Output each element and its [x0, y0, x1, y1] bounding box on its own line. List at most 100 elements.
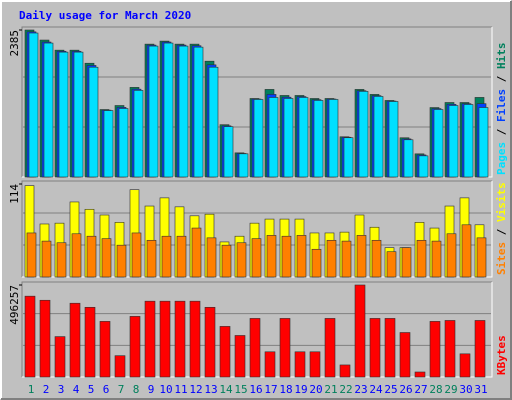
bar [238, 153, 249, 178]
y-tick-label: 496257 [8, 285, 21, 325]
bar [463, 104, 474, 178]
bar [39, 299, 51, 378]
x-tick-label: 14 [219, 383, 233, 396]
bar [253, 99, 264, 178]
bar [266, 235, 277, 278]
x-tick-label: 29 [444, 383, 457, 396]
bar [41, 240, 52, 278]
x-tick-label: 30 [459, 383, 472, 396]
x-tick-label: 24 [369, 383, 383, 396]
panel-edge [21, 281, 492, 377]
x-tick-label: 8 [133, 383, 140, 396]
bar [461, 224, 472, 278]
x-tick-label: 3 [58, 383, 65, 396]
bar [446, 233, 457, 278]
bar [236, 242, 247, 278]
bar [431, 240, 442, 278]
legend-separator: / [495, 69, 508, 89]
bar [283, 98, 294, 178]
bar [69, 302, 81, 378]
bar [264, 351, 276, 378]
bar [221, 244, 232, 278]
x-tick-label: 13 [204, 383, 217, 396]
bar [101, 238, 112, 278]
bar [341, 240, 352, 278]
bar [399, 332, 411, 378]
bar [118, 108, 129, 178]
legend-entry: Pages [495, 142, 508, 175]
bar [193, 46, 204, 178]
bar [206, 237, 217, 278]
bar [339, 364, 351, 378]
x-tick-label: 25 [384, 383, 397, 396]
bar [148, 45, 159, 178]
bar [146, 239, 157, 278]
legend-entry: Hits [495, 43, 508, 70]
bar [234, 335, 246, 378]
x-tick-label: 10 [159, 383, 172, 396]
legend: KBytes [495, 335, 508, 375]
legend: Sites / Visits [495, 182, 508, 275]
x-tick-label: 27 [414, 383, 427, 396]
bar [294, 351, 306, 378]
bar [354, 284, 366, 378]
bar [249, 318, 261, 378]
x-tick-label: 23 [354, 383, 367, 396]
bar [161, 235, 172, 278]
bar [313, 100, 324, 178]
bar [401, 247, 412, 278]
bar [311, 248, 322, 278]
bar [416, 239, 427, 278]
bar [444, 320, 456, 378]
bar [371, 239, 382, 278]
bar [429, 321, 441, 378]
bar [459, 353, 471, 378]
x-tick-label: 2 [43, 383, 50, 396]
bar [474, 320, 486, 378]
bar [358, 91, 369, 178]
x-tick-label: 4 [73, 383, 80, 396]
bar [448, 105, 459, 178]
bar [114, 355, 126, 378]
bar [369, 318, 381, 378]
bar [386, 251, 397, 278]
bar [296, 235, 307, 278]
panel-edge [21, 26, 492, 177]
legend-separator: / [495, 222, 508, 242]
bar [116, 244, 127, 278]
legend-entry: KBytes [495, 335, 508, 375]
bar [144, 300, 156, 378]
x-tick-label: 15 [234, 383, 247, 396]
bar [28, 32, 39, 178]
x-tick-label: 16 [249, 383, 262, 396]
bar [343, 137, 354, 178]
x-tick-label: 19 [294, 383, 307, 396]
bar [328, 99, 339, 178]
bar [99, 321, 111, 378]
bar [219, 326, 231, 378]
x-tick-label: 6 [103, 383, 110, 396]
x-tick-label: 18 [279, 383, 292, 396]
bar [268, 97, 279, 178]
bar [176, 235, 187, 278]
bar [86, 235, 97, 278]
bar [208, 66, 219, 178]
bar [204, 306, 216, 378]
chart-title: Daily usage for March 2020 [19, 9, 191, 22]
bar [129, 316, 141, 378]
legend-entry: Visits [495, 182, 508, 222]
x-tick-label: 28 [429, 383, 442, 396]
bar [131, 232, 142, 278]
y-tick-label: 2385 [8, 30, 21, 57]
bar [433, 109, 444, 178]
bar [384, 318, 396, 378]
bar [159, 300, 171, 378]
bar [388, 101, 399, 178]
x-tick-label: 12 [189, 383, 202, 396]
legend-entry: Files [495, 89, 508, 122]
x-tick-label: 22 [339, 383, 352, 396]
bar [356, 235, 367, 278]
x-tick-label: 1 [28, 383, 35, 396]
